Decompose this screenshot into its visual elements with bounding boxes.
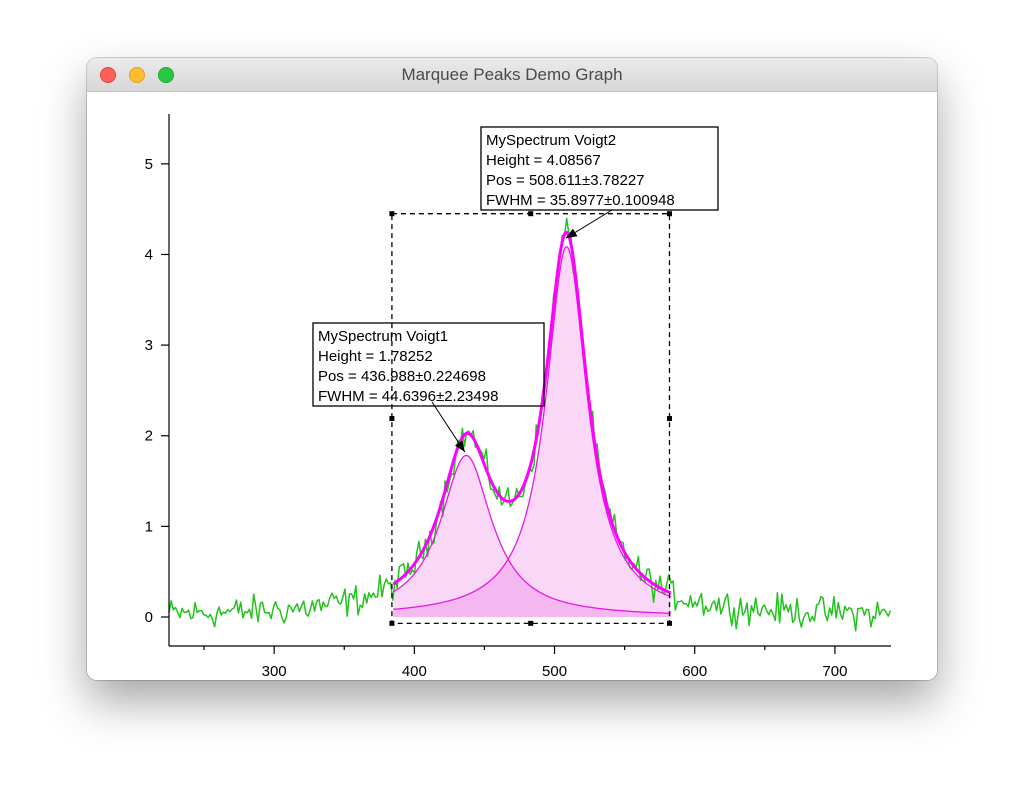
marquee-handle[interactable] bbox=[528, 211, 534, 217]
tag-line: MySpectrum Voigt1 bbox=[318, 328, 448, 345]
close-button[interactable] bbox=[100, 67, 116, 83]
marquee[interactable] bbox=[389, 211, 672, 626]
voigt1-fill bbox=[393, 455, 671, 617]
x-tick-label: 700 bbox=[822, 663, 847, 680]
tag-line: FWHM = 35.8977±0.100948 bbox=[486, 192, 675, 209]
peak-tag-2[interactable]: MySpectrum Voigt2 Height = 4.08567 Pos = 5… bbox=[480, 126, 719, 239]
zoom-button[interactable] bbox=[158, 67, 174, 83]
graph-content[interactable]: 0 1 2 3 4 5 300 400 500 600 700 MySpectrum Voigt1 H… bbox=[87, 92, 937, 680]
x-tick-label: 500 bbox=[542, 663, 567, 680]
window-title: Marquee Peaks Demo Graph bbox=[401, 65, 623, 84]
x-tick-label: 600 bbox=[682, 663, 707, 680]
y-tick-label: 2 bbox=[145, 428, 153, 445]
tag-line: MySpectrum Voigt2 bbox=[486, 132, 616, 149]
tag-line: Pos = 436.988±0.224698 bbox=[318, 368, 486, 385]
voigt1-curve bbox=[392, 454, 671, 614]
tag-line: Height = 4.08567 bbox=[486, 152, 601, 169]
marquee-handle[interactable] bbox=[666, 416, 672, 422]
tag-line: Pos = 508.611±3.78227 bbox=[486, 172, 645, 189]
marquee-handle[interactable] bbox=[528, 620, 534, 626]
y-tick-label: 0 bbox=[145, 609, 153, 626]
tag-line: Height = 1.78252 bbox=[318, 348, 433, 365]
fit-total-curve bbox=[392, 230, 672, 595]
fit-fills bbox=[393, 246, 671, 617]
y-tick-label: 1 bbox=[145, 518, 153, 535]
marquee-handle[interactable] bbox=[666, 620, 672, 626]
marquee-handle[interactable] bbox=[666, 211, 672, 217]
peak-tag-1[interactable]: MySpectrum Voigt1 Height = 1.78252 Pos = 4… bbox=[312, 322, 545, 453]
overlap-fill bbox=[393, 559, 671, 617]
axes: 0 1 2 3 4 5 300 400 500 600 700 bbox=[145, 114, 891, 680]
marquee-handle[interactable] bbox=[389, 211, 395, 217]
tag-box bbox=[312, 322, 545, 407]
peaks-chart[interactable]: 0 1 2 3 4 5 300 400 500 600 700 MySpectrum Voigt1 H… bbox=[87, 92, 937, 680]
tag-box bbox=[480, 126, 719, 211]
fit-layer bbox=[392, 230, 672, 614]
tag-arrowhead bbox=[455, 440, 465, 453]
marquee-handle[interactable] bbox=[389, 620, 395, 626]
y-tick-label: 5 bbox=[145, 156, 153, 173]
y-tick-label: 3 bbox=[145, 337, 153, 354]
voigt2-curve bbox=[393, 246, 672, 611]
x-tick-label: 400 bbox=[402, 663, 427, 680]
marquee-handle[interactable] bbox=[389, 416, 395, 422]
tag-arrowhead bbox=[565, 228, 578, 239]
minimize-button[interactable] bbox=[129, 67, 145, 83]
x-tick-label: 300 bbox=[262, 663, 287, 680]
tag-line: FWHM = 44.6396±2.23498 bbox=[318, 388, 498, 405]
graph-window: Marquee Peaks Demo Graph 0 1 2 3 4 5 300 400 500… bbox=[87, 58, 937, 680]
title-bar[interactable]: Marquee Peaks Demo Graph bbox=[87, 58, 937, 92]
y-tick-label: 4 bbox=[145, 246, 153, 263]
voigt2-fill bbox=[393, 246, 671, 617]
annotation-tags[interactable]: MySpectrum Voigt1 Height = 1.78252 Pos = 4… bbox=[312, 126, 719, 453]
